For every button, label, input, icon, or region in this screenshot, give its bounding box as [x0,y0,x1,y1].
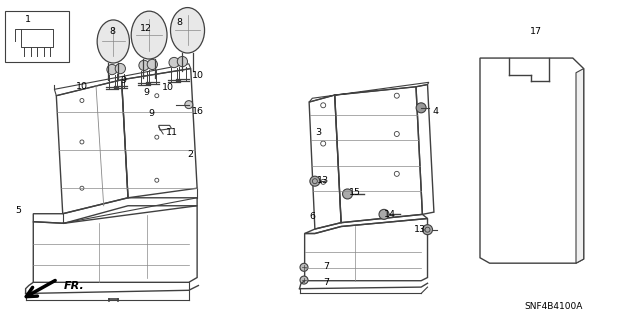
Text: 7: 7 [323,262,330,271]
Text: 2: 2 [188,150,194,159]
Text: 9: 9 [120,76,126,85]
Circle shape [107,64,117,75]
Circle shape [169,57,179,68]
Text: SNF4B4100A: SNF4B4100A [525,302,583,311]
Circle shape [379,209,389,219]
Text: 9: 9 [143,88,149,97]
Circle shape [147,59,157,70]
Text: 13: 13 [317,176,328,185]
Text: 10: 10 [162,83,173,92]
Circle shape [139,60,149,70]
Ellipse shape [97,20,129,63]
Ellipse shape [131,11,167,59]
Text: 3: 3 [316,128,322,137]
Circle shape [177,56,188,67]
Text: 5: 5 [15,206,21,215]
Circle shape [185,100,193,109]
Text: 6: 6 [309,212,316,221]
Text: 12: 12 [140,24,152,33]
Text: 4: 4 [432,107,438,115]
Circle shape [416,103,426,113]
FancyBboxPatch shape [5,11,69,62]
Text: FR.: FR. [64,280,84,291]
Text: 14: 14 [385,210,396,219]
Text: 15: 15 [349,189,360,197]
Text: 11: 11 [166,128,177,137]
Circle shape [300,276,308,284]
Circle shape [300,263,308,271]
Text: 16: 16 [193,107,204,115]
Text: 9: 9 [148,109,154,118]
Text: 8: 8 [109,27,115,36]
Ellipse shape [170,8,205,53]
Circle shape [310,176,320,186]
Circle shape [422,225,433,235]
Text: 13: 13 [414,225,426,234]
Text: 17: 17 [531,27,542,36]
Text: 7: 7 [323,278,330,287]
Text: 8: 8 [176,19,182,27]
Polygon shape [576,69,584,263]
Text: 1: 1 [25,15,31,24]
Text: 10: 10 [76,82,88,91]
Circle shape [342,189,353,199]
Circle shape [115,63,125,74]
Text: 10: 10 [193,71,204,80]
